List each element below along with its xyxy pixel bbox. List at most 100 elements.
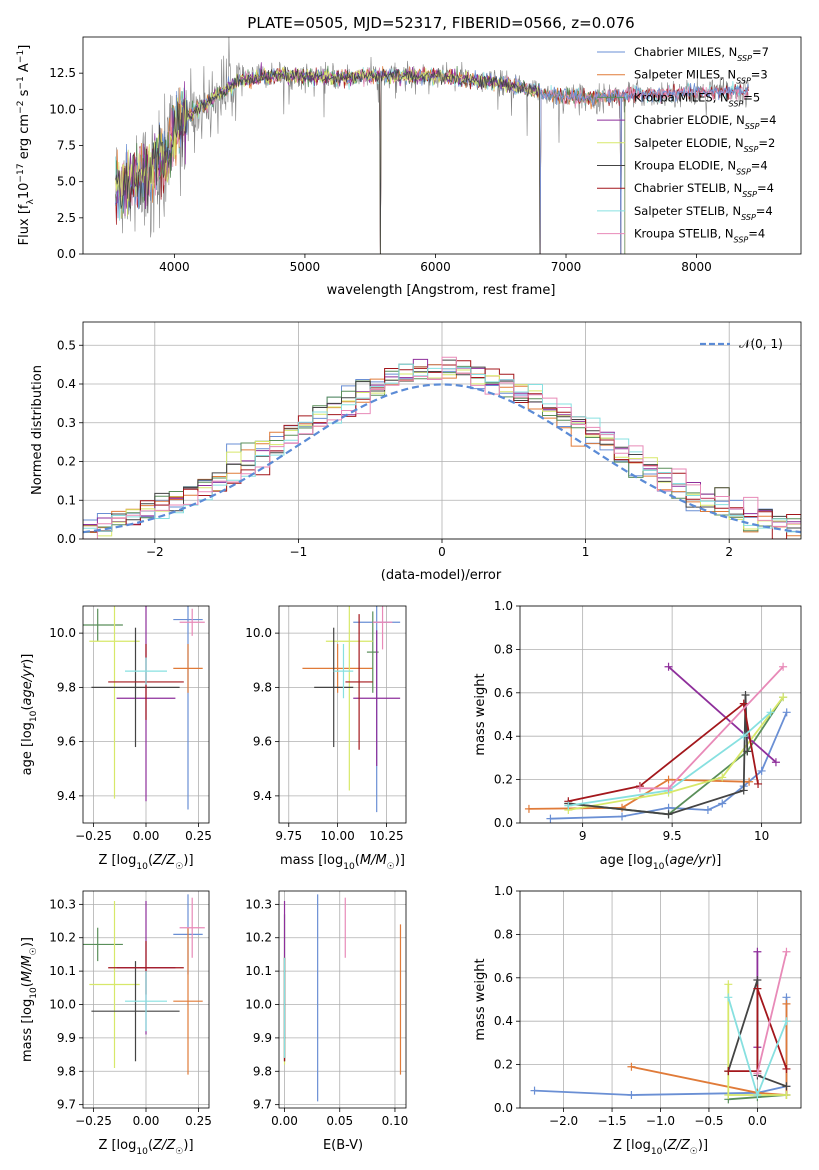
mass-weight-marker [718,773,727,782]
plot-area [530,947,791,1104]
label-part: )] [20,654,35,664]
legend-entry: Salpeter MILES, NSSP=3 [634,68,768,86]
x-tick-label: 10 [754,829,769,843]
x-tick-label: 0.00 [133,1114,160,1128]
y-tick-label: 1.0 [494,599,513,613]
axes-frame [82,605,210,824]
legend-sub: SSP [737,54,752,63]
label-part: M/M [360,853,387,868]
legend-entry: Kroupa MILES, NSSP=5 [634,90,760,108]
mass-weight-marker [627,1090,636,1099]
panel-residuals: −2 −1 0 1 2 0.0 0.1 0.2 0.3 0.4 0.5 (data-model)/er… [30,321,802,583]
label-part: ( [355,853,360,868]
label-part: A [17,63,32,76]
panel-spectrum: 4000 5000 6000 7000 8000 0.0 2.5 5.0 7.5 10.0 12.5… [16,14,802,298]
y-tick-label: 2.5 [57,211,76,225]
x-tick-label: 9.5 [663,829,682,843]
x-axis-label: (data-model)/error [381,568,502,583]
legend-sub: SSP [741,212,756,221]
label-part: age/yr [20,662,35,705]
label-part: 10 [651,1147,663,1157]
y-tick-label: 0.2 [494,773,513,787]
x-tick-label: 0.00 [271,1114,298,1128]
residual-histogram-9 [83,356,801,539]
mass-weight-marker [754,779,763,788]
label-part: ☉ [29,947,39,955]
y-tick-label: 0.8 [494,927,513,941]
y-tick-label: 5.0 [57,175,76,189]
mass-weight-marker [664,810,673,819]
legend-sub: SSP [736,76,751,85]
x-tick-label: −0.5 [694,1114,723,1128]
x-axis-label: wavelength [Angstrom, rest frame] [327,283,556,298]
y-tick-label: 0.0 [494,816,513,830]
x-tick-label: 0.25 [185,829,212,843]
label-part: 10 [29,987,39,999]
label-part: 10 [29,710,39,722]
x-tick-label: 0.25 [185,1114,212,1128]
y-tick-label: 9.7 [57,1098,76,1112]
legend-sub: SSP [744,144,759,153]
mass-weight-marker [724,980,733,989]
label-part: ( [664,853,669,868]
mass-weight-marker [627,1062,636,1071]
mass-weight-marker [753,1069,762,1078]
mass-weight-line-5 [568,696,784,811]
x-tick-label: −0.25 [75,1114,112,1128]
mass-weight-marker [779,693,788,702]
y-tick-label: 0.5 [57,338,76,352]
x-tick-label: 5000 [290,260,321,274]
axes-frame [278,605,407,824]
x-tick-label: 0 [438,545,446,559]
mass-weight-marker [741,690,750,699]
legend-text: Chabrier ELODIE, N [634,113,745,127]
y-tick-label: 9.7 [253,1098,272,1112]
legend-text: Chabrier MILES, N [634,45,737,59]
label-part: 10 [653,862,665,872]
label-part: Z/Z [152,1138,176,1153]
legend-sub: SSP [734,235,749,244]
y-tick-label: 9.6 [57,735,76,749]
label-part: )] [183,853,193,868]
mass-weight-marker [766,708,775,717]
legend-sub: SSP [729,99,744,108]
label-part: −1 [16,76,26,89]
axes-frame [82,36,802,255]
legend-entry: Chabrier MILES, NSSP=7 [634,45,769,63]
y-tick-label: 9.8 [253,1064,272,1078]
mass-weight-marker [739,786,748,795]
x-axis-label: Z [log10(Z/Z☉)] [98,1138,193,1157]
model-spectrum-line-5 [115,66,541,254]
x-tick-label: 0.0 [748,1114,767,1128]
plot-area [302,606,401,813]
x-tick-label: 0.05 [326,1114,353,1128]
panel-mass_vs_ebv: 0.00 0.05 0.10 9.7 9.8 9.9 10.0 10.1 10.2 10.3 E(B… [245,890,408,1153]
label-part: Z [log [613,1138,651,1153]
legend-count: =4 [748,227,765,241]
y-axis-label: age [log10(age/yr)] [20,654,39,776]
y-tick-label: 0.0 [494,1101,513,1115]
axes-frame [82,890,210,1109]
mass-weight-marker [753,975,762,984]
label-part: ☉ [690,1147,698,1157]
axes-frame [278,890,407,1109]
y-tick-label: 10.0 [49,102,76,116]
mass-weight-marker [664,775,673,784]
label-part: ( [148,1138,153,1153]
label-part: λ [26,199,36,205]
panel-age_vs_mass: 9.75 10.00 10.25 9.4 9.6 9.8 10.0 mass [log10(M… [245,605,407,872]
y-tick-label: 12.5 [49,66,76,80]
mass-weight-line-2 [631,1003,788,1096]
legend-sub: SSP [736,167,751,176]
mass-weight-marker [724,993,733,1002]
x-tick-label: 4000 [159,260,190,274]
mass-weight-marker [743,747,752,756]
label-part: M/M [20,955,35,982]
y-tick-label: 9.8 [57,1064,76,1078]
label-part: Z [log [98,853,136,868]
label-part: ( [148,853,153,868]
mass-weight-marker [782,1090,791,1099]
label-part: age [log [600,853,653,868]
y-tick-label: 0.3 [57,416,76,430]
mass-weight-marker [771,758,780,767]
